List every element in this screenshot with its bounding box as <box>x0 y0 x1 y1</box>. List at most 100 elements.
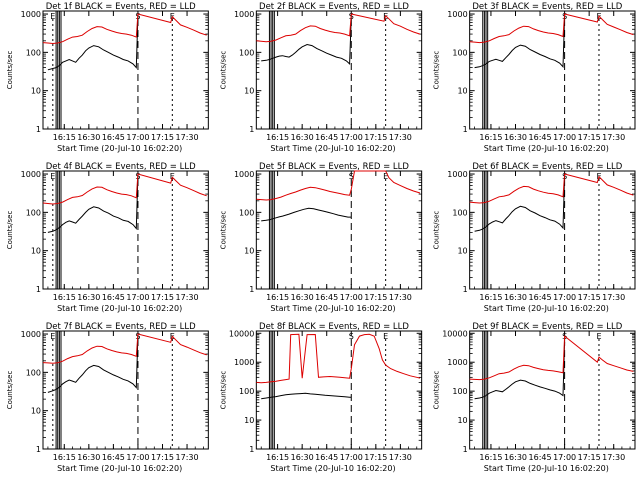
plot-frame <box>255 10 423 130</box>
y-tick-label: 1000 <box>21 330 41 339</box>
plot-frame <box>469 10 636 130</box>
y-tick-label: 10 <box>31 247 41 256</box>
x-tick-label: 17:15 <box>364 293 387 302</box>
x-axis-label: Start Time (20-Jul-10 16:02:20) <box>57 144 182 153</box>
x-tick-label: 17:30 <box>389 133 412 142</box>
x-tick-label: 16:30 <box>504 453 527 462</box>
y-axis-label: Counts/sec <box>219 51 227 90</box>
x-tick-label: 17:00 <box>126 293 149 302</box>
series-line-lld <box>42 173 207 205</box>
x-tick-label: 17:15 <box>578 293 601 302</box>
series-line-events <box>261 207 352 222</box>
y-tick-label: 10 <box>244 416 254 425</box>
x-tick-label: 17:15 <box>364 453 387 462</box>
chart-panel-7: Det 7f BLACK = Events, RED = LLD Counts/s… <box>6 322 209 473</box>
x-tick-label: 17:15 <box>578 453 601 462</box>
series-line-lld <box>469 335 634 381</box>
y-tick-label: 100 <box>26 48 41 57</box>
y-tick-label: 1 <box>463 285 468 294</box>
y-tick-label: 1 <box>463 445 468 454</box>
x-tick-label: 16:15 <box>479 293 502 302</box>
y-tick-label: 100 <box>239 387 254 396</box>
series-line-events <box>474 175 566 232</box>
x-axis-label: Start Time (20-Jul-10 16:02:20) <box>484 464 609 473</box>
x-tick-label: 16:15 <box>266 453 289 462</box>
series-line-lld <box>42 333 207 364</box>
x-tick-label: 16:45 <box>529 293 552 302</box>
y-axis-label: Counts/sec <box>433 371 441 410</box>
y-tick-label: 1000 <box>234 170 254 179</box>
y-tick-label: 1000 <box>234 358 254 367</box>
chart-title: Det 6f BLACK = Events, RED = LLD <box>472 162 622 172</box>
x-tick-label: 16:30 <box>291 293 314 302</box>
x-tick-label: 17:30 <box>176 453 199 462</box>
x-tick-label: 17:30 <box>389 453 412 462</box>
x-tick-label: 16:15 <box>266 133 289 142</box>
x-tick-label: 16:45 <box>102 133 125 142</box>
series-line-lld <box>469 173 634 204</box>
x-tick-label: 16:45 <box>102 453 125 462</box>
chart-panel-2: Det 2f BLACK = Events, RED = LLD Counts/s… <box>219 2 423 153</box>
y-tick-label: 100 <box>239 48 254 57</box>
chart-panel-5: Det 5f BLACK = Events, RED = LLD Counts/s… <box>219 162 423 313</box>
marker-label-S: S <box>349 172 354 181</box>
y-axis-label: Counts/sec <box>6 211 14 250</box>
series-line-lld <box>256 13 421 43</box>
chart-panel-9: Det 9f BLACK = Events, RED = LLD Counts/s… <box>433 322 636 473</box>
x-tick-label: 17:30 <box>602 453 625 462</box>
y-tick-label: 1000 <box>234 10 254 19</box>
x-tick-label: 17:15 <box>151 293 174 302</box>
y-tick-label: 100 <box>26 208 41 217</box>
x-tick-label: 16:45 <box>315 453 338 462</box>
y-tick-label: 10 <box>244 247 254 256</box>
plot-frame <box>42 10 209 130</box>
marker-label-E: E <box>170 172 175 181</box>
y-tick-label: 1000 <box>447 10 467 19</box>
x-tick-label: 17:30 <box>176 293 199 302</box>
x-tick-label: 16:15 <box>479 133 502 142</box>
y-axis-label: Counts/sec <box>219 371 227 410</box>
y-tick-label: 1 <box>36 285 41 294</box>
x-tick-label: 16:30 <box>77 133 100 142</box>
x-tick-label: 16:15 <box>479 453 502 462</box>
series-line-lld <box>256 333 421 384</box>
plot-frame <box>42 330 209 450</box>
series-line-events <box>474 15 566 69</box>
x-tick-label: 16:45 <box>529 133 552 142</box>
y-axis-label: Counts/sec <box>6 371 14 410</box>
y-tick-label: 10 <box>31 87 41 96</box>
chart-title: Det 2f BLACK = Events, RED = LLD <box>259 2 409 12</box>
x-tick-label: 17:00 <box>126 133 149 142</box>
y-tick-label: 100 <box>452 48 467 57</box>
x-tick-label: 17:30 <box>602 133 625 142</box>
y-tick-label: 10 <box>457 416 467 425</box>
y-tick-label: 1000 <box>21 170 41 179</box>
x-tick-label: 17:00 <box>553 453 576 462</box>
x-tick-label: 17:30 <box>389 293 412 302</box>
chart-panel-1: Det 1f BLACK = Events, RED = LLD Counts/s… <box>6 2 209 153</box>
y-tick-label: 100 <box>452 208 467 217</box>
x-tick-label: 16:30 <box>291 453 314 462</box>
x-tick-label: 16:45 <box>315 133 338 142</box>
marker-label-E: E <box>50 12 55 21</box>
x-tick-label: 17:30 <box>602 293 625 302</box>
plot-frame <box>255 170 423 290</box>
x-tick-label: 17:00 <box>553 133 576 142</box>
marker-label-E: E <box>383 332 388 341</box>
x-axis-label: Start Time (20-Jul-10 16:02:20) <box>484 144 609 153</box>
x-tick-label: 16:30 <box>291 133 314 142</box>
y-axis-label: Counts/sec <box>219 211 227 250</box>
y-axis-label: Counts/sec <box>433 211 441 250</box>
x-tick-label: 16:30 <box>77 453 100 462</box>
x-tick-label: 17:00 <box>553 293 576 302</box>
marker-label-E: E <box>50 172 55 181</box>
x-axis-label: Start Time (20-Jul-10 16:02:20) <box>270 464 395 473</box>
x-tick-label: 17:15 <box>364 133 387 142</box>
chart-title: Det 1f BLACK = Events, RED = LLD <box>46 2 196 12</box>
y-tick-label: 1 <box>36 445 41 454</box>
x-tick-label: 16:15 <box>266 293 289 302</box>
y-tick-label: 1 <box>249 125 254 134</box>
marker-label-E: E <box>596 332 601 341</box>
x-tick-label: 16:45 <box>315 293 338 302</box>
